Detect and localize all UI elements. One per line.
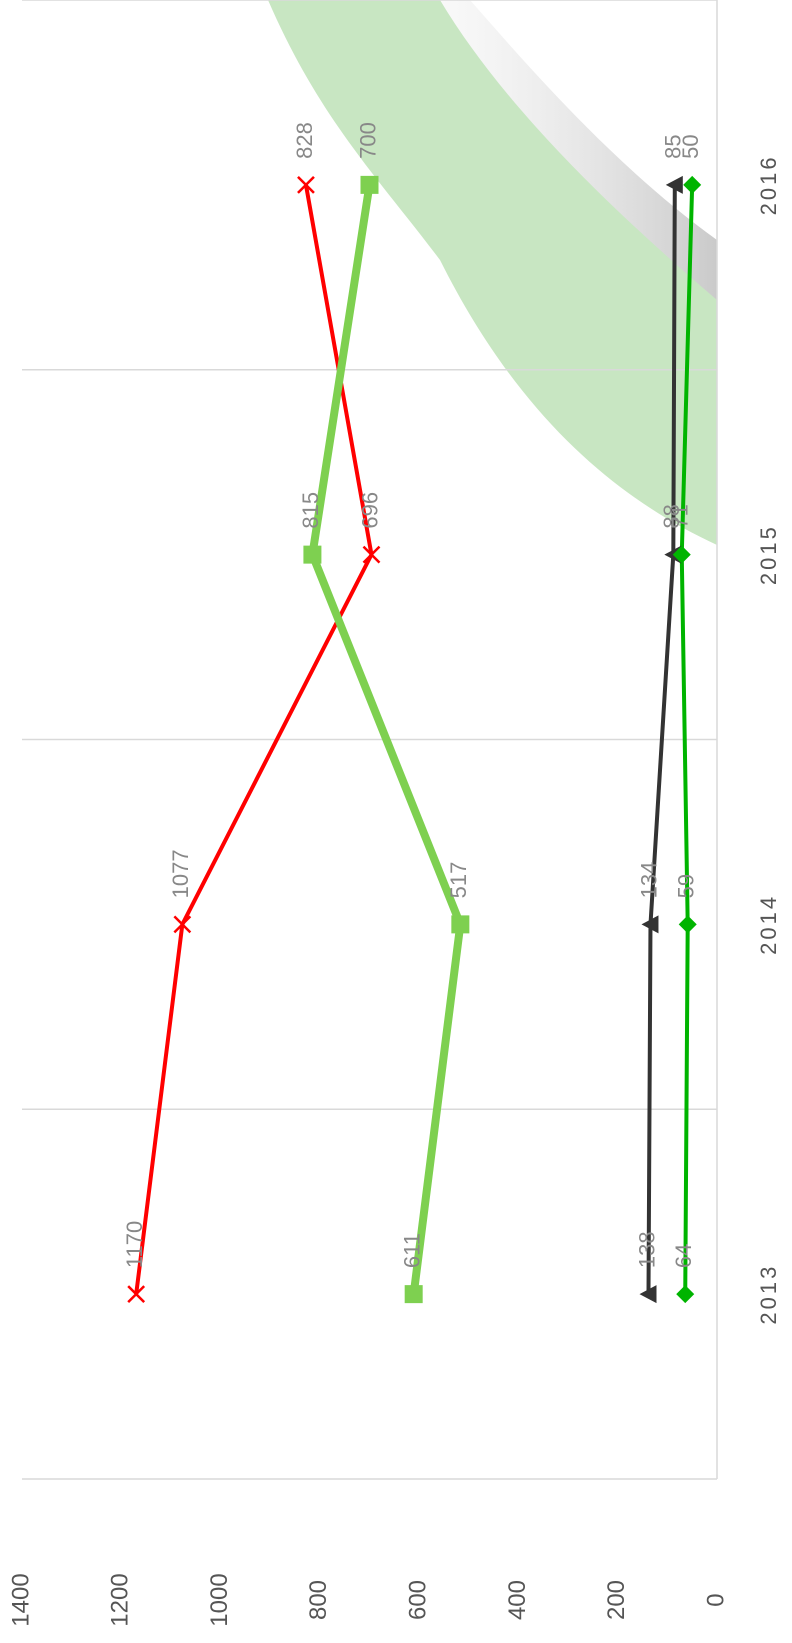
chart: 0 200 400 600 800 1000 1200 1400 2013 2014 2015 201…: [0, 0, 792, 1643]
data-label: 50: [678, 134, 703, 158]
y-tick-label: 800: [305, 1580, 332, 1620]
data-label: 134: [636, 862, 661, 899]
data-label: 700: [355, 122, 380, 159]
marker: [451, 915, 469, 933]
y-tick-label: 1400: [7, 1573, 34, 1626]
x-tick-label: 2016: [756, 154, 781, 215]
marker: [679, 915, 697, 933]
data-label: 611: [399, 1233, 424, 1268]
marker: [361, 176, 379, 194]
data-label: 138: [634, 1231, 659, 1268]
marker: [303, 546, 321, 564]
data-label: 517: [446, 862, 471, 899]
data-label: 64: [671, 1244, 696, 1268]
data-label: 71: [668, 504, 693, 528]
marker: [676, 1285, 694, 1303]
marker: [405, 1285, 423, 1303]
marker: [673, 546, 691, 564]
y-tick-label: 600: [404, 1580, 431, 1620]
x-tick-label: 2013: [756, 1264, 781, 1325]
data-label: 1077: [168, 849, 193, 898]
data-label: 1170: [122, 1221, 147, 1268]
data-label: 828: [292, 122, 317, 159]
decoration: [268, 0, 717, 545]
data-label: 815: [298, 492, 323, 529]
data-label: 59: [674, 874, 699, 898]
y-tick-label: 400: [504, 1580, 531, 1620]
x-tick-label: 2014: [756, 894, 781, 955]
y-tick-label: 1200: [107, 1573, 134, 1626]
y-tick-label: 0: [702, 1593, 729, 1606]
y-tick-label: 1000: [206, 1573, 233, 1626]
y-tick-label: 200: [603, 1580, 630, 1620]
x-tick-label: 2015: [756, 524, 781, 585]
data-label: 696: [357, 492, 382, 529]
swoosh: [268, 0, 717, 545]
marker: [683, 176, 701, 194]
